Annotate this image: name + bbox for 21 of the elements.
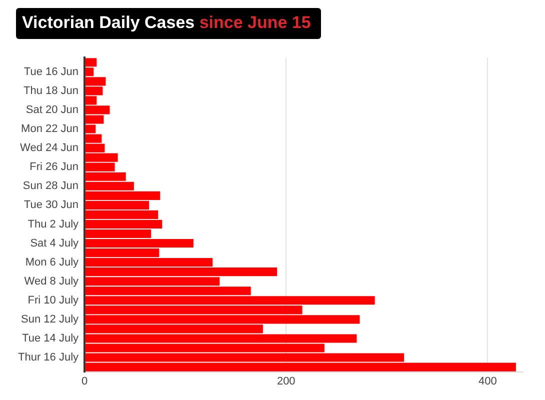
y-tick-label: Fri 26 Jun: [30, 161, 79, 174]
y-tick-label: Tue 30 Jun: [24, 199, 79, 212]
y-tick-label: Sun 28 Jun: [22, 180, 79, 192]
y-tick-label: Mon 22 Jun: [21, 123, 79, 136]
x-tick-label: 200: [276, 375, 296, 388]
y-tick-label: Thur 16 July: [18, 352, 80, 364]
y-tick-label: Mon 6 July: [25, 256, 80, 268]
chart-subtitle: since June 15: [198, 13, 311, 32]
y-tick-label: Tue 16 Jun: [24, 66, 79, 78]
x-tick-label: 400: [478, 375, 497, 388]
y-tick-label: Wed 24 Jun: [20, 142, 79, 154]
y-tick-label: Sat 4 July: [30, 237, 80, 250]
chart-title: Victorian Daily Cases: [22, 13, 195, 32]
y-tick-label: Sat 20 Jun: [26, 104, 79, 116]
y-tick-label: Thu 18 Jun: [23, 84, 79, 97]
y-tick-label: Sun 12 July: [21, 313, 80, 326]
y-tick-label: Tue 14 July: [22, 332, 80, 345]
y-tick-label: Wed 8 July: [24, 275, 80, 288]
x-tick-label: 0: [81, 375, 88, 388]
y-tick-label: Fri 10 July: [28, 294, 80, 306]
y-tick-label: Thu 2 July: [28, 218, 80, 230]
